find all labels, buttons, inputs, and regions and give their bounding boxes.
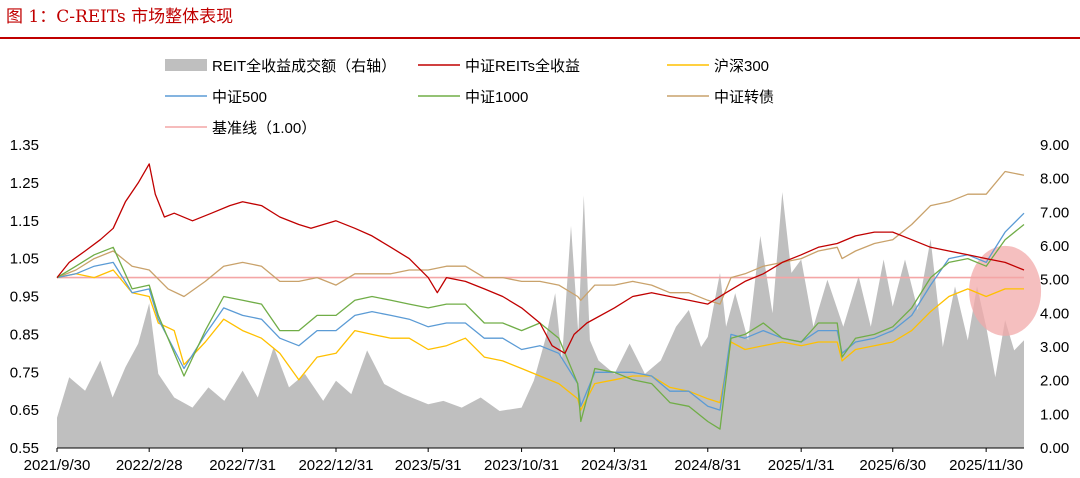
left-tick-label: 1.35 xyxy=(10,137,39,154)
left-tick-label: 1.15 xyxy=(10,213,39,230)
series-line-csi1000 xyxy=(56,223,1025,430)
right-tick-label: 4.00 xyxy=(1040,305,1069,322)
legend-label-csi1000: 中证1000 xyxy=(465,89,528,106)
figure-title: 图 1：C-REITs 市场整体表现 xyxy=(6,7,234,27)
x-tick-label: 2025/11/30 xyxy=(949,457,1023,474)
series-line-csi500 xyxy=(56,212,1025,411)
x-tick-label: 2021/9/30 xyxy=(24,457,91,474)
title-rule xyxy=(0,37,1080,39)
x-tick-label: 2022/12/31 xyxy=(298,457,373,474)
legend-swatch-reit-volume xyxy=(165,59,207,71)
right-tick-label: 7.00 xyxy=(1040,204,1069,221)
x-tick-label: 2024/3/31 xyxy=(581,457,648,474)
x-tick-label: 2025/1/31 xyxy=(768,457,835,474)
series-line-csi300 xyxy=(56,269,1024,411)
left-tick-label: 0.55 xyxy=(10,440,39,457)
series-line-reit-total-return xyxy=(56,163,1025,354)
legend-label-csi300: 沪深300 xyxy=(714,58,769,75)
right-tick-label: 0.00 xyxy=(1040,440,1069,457)
series-line-csi-convertible xyxy=(56,170,1025,305)
left-tick-label: 1.25 xyxy=(10,175,39,192)
left-tick-label: 1.05 xyxy=(10,251,39,268)
x-tick-label: 2024/8/31 xyxy=(674,457,741,474)
legend-label-reit-volume: REIT全收益成交额（右轴） xyxy=(212,57,396,75)
chart: 0.55 0.65 0.75 0.85 0.95 1.05 1.15 1.25 1.35 0.00… xyxy=(10,57,1069,474)
right-tick-label: 9.00 xyxy=(1040,137,1069,154)
legend-label-reit-total-return: 中证REITs全收益 xyxy=(465,57,580,75)
left-tick-label: 0.85 xyxy=(10,326,39,343)
x-tick-label: 2022/7/31 xyxy=(209,457,276,474)
x-tick-label: 2025/6/30 xyxy=(859,457,926,474)
left-tick-label: 0.65 xyxy=(10,402,39,419)
x-tick-label: 2023/10/31 xyxy=(484,457,559,474)
highlight-circle xyxy=(969,245,1042,336)
legend-label-csi-convertible: 中证转债 xyxy=(714,89,774,106)
right-tick-label: 6.00 xyxy=(1040,238,1069,255)
right-tick-label: 2.00 xyxy=(1040,373,1069,390)
left-tick-label: 0.95 xyxy=(10,289,39,306)
x-tick-label: 2022/2/28 xyxy=(116,457,183,474)
right-tick-label: 3.00 xyxy=(1040,339,1069,356)
right-tick-label: 8.00 xyxy=(1040,171,1069,188)
left-tick-label: 0.75 xyxy=(10,364,39,381)
right-tick-label: 1.00 xyxy=(1040,406,1069,423)
x-tick-label: 2023/5/31 xyxy=(395,457,462,474)
series-area-reit-volume xyxy=(57,192,1024,448)
right-tick-label: 5.00 xyxy=(1040,272,1069,289)
legend-label-csi500: 中证500 xyxy=(212,89,267,106)
legend-label-baseline: 基准线（1.00） xyxy=(212,120,316,137)
